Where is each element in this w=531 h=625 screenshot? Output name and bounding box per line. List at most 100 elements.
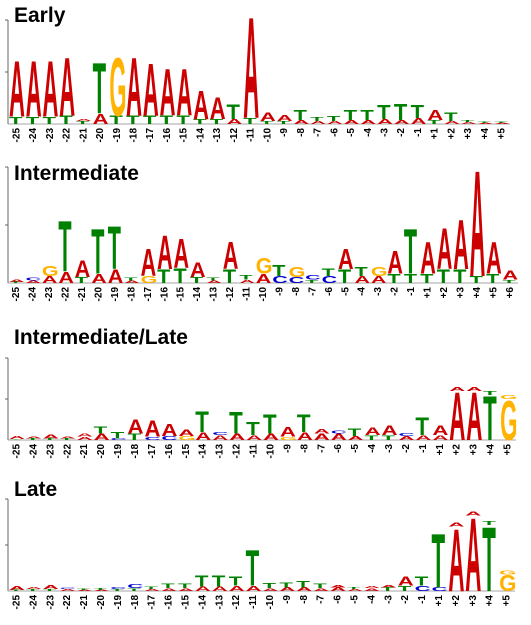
x-tick-label: -16 [162, 128, 173, 143]
logo-letter-A: A [449, 378, 465, 455]
logo-letter-T: T [296, 579, 310, 589]
logo-letter-T: T [482, 520, 496, 526]
logo-chart-late: TA-25TA-24TA-23AC-22AT-21AT-20TC-19TC-18… [5, 497, 516, 615]
x-tick-label: -19 [112, 128, 123, 143]
x-tick-label: -19 [110, 287, 121, 302]
logo-letter-A: A [227, 118, 243, 126]
logo-letter-A: A [94, 432, 110, 442]
logo-letter-T: T [9, 115, 23, 126]
logo-letter-T: T [246, 540, 260, 597]
logo-letter-A: A [141, 241, 157, 284]
panel-title: Intermediate [14, 162, 139, 185]
x-tick-label: -11 [249, 444, 260, 458]
x-tick-label: +1 [434, 595, 445, 607]
x-tick-label: +2 [452, 444, 463, 456]
logo-letter-A: A [58, 269, 74, 287]
logo-letter-T: T [310, 116, 324, 122]
logo-letter-A: A [176, 57, 192, 131]
logo-letter-T: T [178, 583, 192, 590]
logo-letter-C: C [415, 584, 431, 593]
logo-letter-A: A [465, 497, 481, 615]
x-tick-label: -17 [145, 128, 156, 143]
x-tick-label: -20 [93, 287, 104, 302]
logo-letter-G: G [371, 264, 388, 279]
logo-letter-A: A [229, 584, 245, 593]
logo-letter-T: T [381, 587, 395, 593]
x-tick-label: -9 [274, 287, 285, 296]
logo-letter-T: T [354, 264, 367, 279]
logo-letter-T: T [348, 426, 362, 439]
x-tick-label: -24 [28, 128, 39, 143]
logo-letter-T: T [26, 589, 40, 592]
logo-letter-A: A [229, 432, 245, 442]
x-tick-label: -15 [181, 444, 192, 459]
logo-letter-T: T [190, 276, 203, 285]
logo-letter-A: A [371, 274, 387, 285]
logo-letter-A: A [263, 588, 280, 592]
logo-letter-T: T [111, 430, 125, 440]
logo-letter-A: A [466, 378, 482, 455]
logo-letter-T: T [42, 115, 56, 126]
x-tick-label: -8 [299, 595, 310, 604]
x-tick-label: -21 [77, 287, 88, 302]
logo-letter-T: T [482, 509, 496, 612]
logo-letter-C: C [331, 429, 348, 434]
logo-letter-A: A [195, 586, 211, 593]
logo-letter-T: T [260, 120, 274, 125]
x-tick-label: +5 [502, 595, 513, 607]
logo-letter-A: A [331, 432, 347, 442]
x-tick-label: +1 [423, 287, 434, 299]
logo-letter-A: A [280, 424, 296, 440]
logo-letter-A: A [108, 266, 124, 288]
logo-letter-A: A [344, 119, 360, 125]
x-tick-label: -4 [367, 444, 378, 453]
logo-letter-A: A [193, 83, 209, 128]
logo-letter-A: A [246, 434, 262, 441]
logo-letter-T: T [387, 271, 400, 286]
logo-letter-A: A [190, 258, 206, 282]
logo-letter-T: T [293, 107, 307, 123]
logo-letter-A: A [365, 425, 381, 438]
x-tick-label: -25 [11, 128, 22, 143]
x-tick-label: -2 [396, 128, 407, 137]
x-tick-label: -22 [62, 128, 73, 143]
x-tick-label: -1 [406, 287, 417, 296]
x-tick-label: -12 [229, 128, 240, 143]
x-tick-label: -9 [282, 444, 293, 453]
logo-letter-A: A [210, 90, 226, 126]
logo-letter-T: T [360, 107, 374, 123]
logo-letter-A: A [161, 588, 178, 592]
x-tick-label: +5 [503, 444, 514, 456]
logo-letter-T: T [398, 584, 412, 593]
x-tick-label: -5 [340, 287, 351, 296]
x-tick-label: -9 [279, 128, 290, 137]
logo-letter-T: T [327, 115, 340, 123]
logo-letter-A: A [178, 588, 195, 592]
x-tick-label: -3 [383, 595, 394, 604]
logo-letter-A: A [126, 40, 142, 133]
panel-intermediate-late: Intermediate/Late T A -25 T A -24 T A -23 T A -22 A A… [0, 322, 531, 474]
logo-letter-A: A [260, 110, 276, 123]
logo-letter-G: G [499, 570, 516, 576]
logo-letter-A: A [9, 279, 25, 283]
logo-letter-A: A [77, 436, 94, 441]
logo-letter-T: T [344, 107, 358, 123]
logo-letter-A: A [243, 0, 259, 149]
logo-letter-T: T [195, 405, 209, 439]
x-tick-label: +5 [497, 128, 508, 140]
logo-letter-C: C [305, 274, 321, 281]
logo-letter-C: C [144, 436, 161, 441]
logo-letter-T: T [297, 411, 311, 438]
logo-letter-A: A [453, 207, 469, 285]
logo-letter-A: A [478, 123, 494, 125]
logo-letter-T: T [322, 266, 336, 279]
logo-letter-T: T [58, 208, 71, 288]
panel-title: Intermediate/Late [14, 326, 188, 349]
logo-letter-T: T [263, 409, 277, 440]
panel-title: Early [14, 4, 66, 27]
x-tick-label: -22 [62, 595, 73, 610]
logo-letter-T: T [126, 113, 140, 126]
x-tick-label: -15 [176, 287, 187, 302]
x-tick-label: -19 [113, 595, 124, 610]
logo-letter-A: A [25, 280, 41, 284]
